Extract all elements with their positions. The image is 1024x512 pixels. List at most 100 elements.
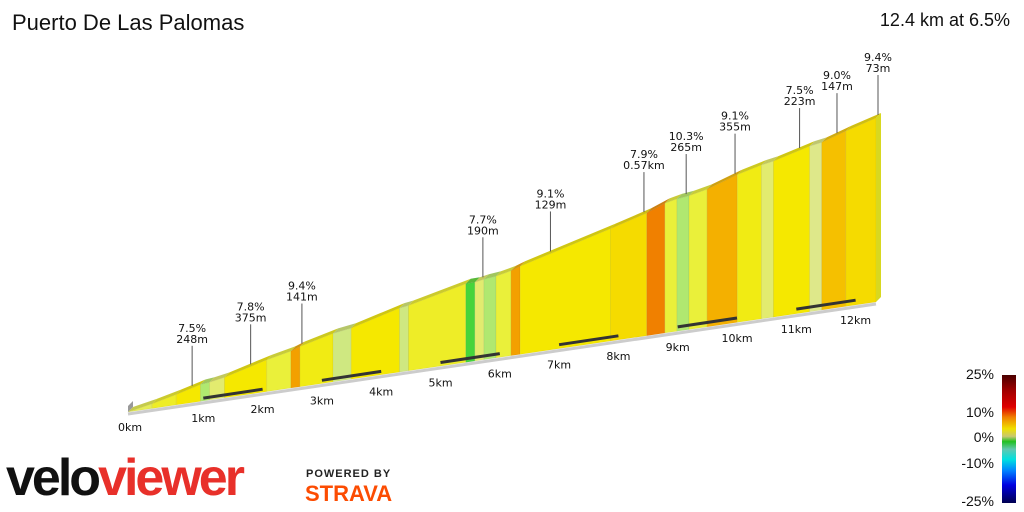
gradient-segment bbox=[495, 270, 512, 359]
segment-top-face bbox=[664, 193, 682, 204]
gradient-segment bbox=[399, 304, 409, 373]
x-tick-label: 4km bbox=[369, 385, 393, 398]
segment-top-face bbox=[408, 278, 471, 306]
km-bar bbox=[677, 316, 738, 329]
x-tick-label: 12km bbox=[840, 314, 871, 327]
gradient-segment bbox=[474, 278, 485, 362]
km-bar bbox=[321, 369, 382, 382]
gradient-segment bbox=[519, 228, 611, 355]
km-bar bbox=[440, 352, 501, 364]
veloviewer-logo: veloviewer bbox=[6, 449, 245, 507]
segment-top-shade bbox=[290, 341, 305, 352]
annotation-length: 248m bbox=[176, 333, 208, 346]
segment-top-face bbox=[399, 300, 414, 309]
annotation-length: 190m bbox=[467, 224, 499, 237]
segment-top-shade bbox=[200, 377, 215, 385]
segment-top-shade bbox=[821, 126, 851, 143]
gradient-segment bbox=[809, 141, 823, 313]
x-tick-label: 3km bbox=[310, 394, 334, 407]
annotation-gradient: 9.1% bbox=[536, 187, 564, 200]
x-tick-label: 2km bbox=[251, 403, 275, 416]
powered-by-label: POWERED BY bbox=[306, 468, 392, 480]
x-tick-label: 7km bbox=[547, 359, 571, 372]
x-tick-label: 10km bbox=[721, 332, 752, 345]
segment-top-shade bbox=[408, 278, 471, 306]
profile-base-shadow bbox=[127, 302, 877, 416]
gradient-segment bbox=[664, 198, 678, 334]
segment-top-shade bbox=[495, 265, 517, 277]
gradient-segment bbox=[845, 117, 877, 307]
segment-top-shade bbox=[224, 354, 272, 378]
gradient-segment bbox=[610, 212, 648, 342]
segment-top-shade bbox=[809, 137, 827, 147]
segment-top-shade bbox=[773, 141, 815, 162]
segment-top-shade bbox=[707, 169, 743, 190]
segment-top-face bbox=[495, 265, 517, 277]
annotation-length: 355m bbox=[719, 121, 751, 134]
annotation-gradient: 9.0% bbox=[823, 69, 851, 82]
segment-top-shade bbox=[761, 156, 779, 166]
segment-top-face bbox=[333, 323, 357, 334]
segment-top-shade bbox=[266, 346, 296, 360]
segment-top-shade bbox=[664, 193, 682, 204]
gradient-segment bbox=[350, 307, 400, 380]
segment-top-shade bbox=[676, 190, 694, 199]
segment-top-face bbox=[773, 141, 815, 162]
segment-top-shade bbox=[520, 223, 616, 267]
segment-top-shade bbox=[474, 274, 489, 283]
annotation-gradient: 7.9% bbox=[630, 148, 658, 161]
gradient-segment bbox=[760, 160, 774, 320]
segment-top-shade bbox=[176, 379, 206, 395]
segment-top-shade bbox=[152, 389, 182, 404]
gradient-segment bbox=[646, 202, 666, 337]
km-bar bbox=[203, 387, 263, 400]
climb-summary: 12.4 km at 6.5% bbox=[879, 10, 1010, 30]
segment-top-face bbox=[351, 303, 405, 329]
segment-top-face bbox=[483, 271, 501, 280]
segment-top-face bbox=[809, 137, 827, 147]
legend-label-0: 0% bbox=[973, 429, 994, 445]
gradient-segment bbox=[332, 327, 352, 383]
annotation-gradient: 10.3% bbox=[669, 130, 704, 143]
segment-top-shade bbox=[610, 208, 652, 229]
segment-top-face bbox=[224, 354, 272, 378]
segment-top-face bbox=[152, 389, 182, 404]
strava-logo: STRAVA bbox=[305, 481, 393, 506]
annotation-length: 0.57km bbox=[623, 159, 665, 172]
gradient-segment bbox=[736, 164, 762, 323]
gradient-segment bbox=[676, 195, 690, 332]
gradient-color-scale bbox=[1002, 375, 1016, 503]
segment-top-shade bbox=[333, 323, 357, 334]
gradient-segment bbox=[773, 145, 811, 318]
segment-top-face bbox=[511, 261, 526, 271]
annotation-length: 129m bbox=[535, 198, 567, 211]
gradient-segment bbox=[821, 130, 847, 311]
segment-top-face bbox=[689, 184, 713, 196]
segment-top-face bbox=[821, 126, 851, 143]
gradient-segment bbox=[465, 281, 476, 363]
gradient-segment bbox=[688, 188, 708, 330]
segment-top-face bbox=[761, 156, 779, 166]
segment-top-face bbox=[209, 372, 230, 383]
annotation-gradient: 9.4% bbox=[288, 280, 316, 293]
annotation-length: 265m bbox=[670, 141, 702, 154]
segment-top-face bbox=[707, 169, 743, 190]
gradient-segment bbox=[408, 283, 467, 372]
segment-top-face bbox=[266, 346, 296, 360]
segment-top-shade bbox=[351, 303, 405, 329]
gradient-segment bbox=[510, 265, 521, 357]
segment-top-shade bbox=[511, 261, 526, 271]
segment-top-shade bbox=[845, 113, 881, 132]
segment-top-face bbox=[520, 223, 616, 267]
gradient-segment bbox=[483, 275, 497, 361]
profile-end-face bbox=[876, 113, 881, 302]
segment-top-face bbox=[128, 398, 158, 412]
segment-top-shade bbox=[689, 184, 713, 196]
segment-top-face bbox=[474, 274, 489, 283]
annotation-length: 223m bbox=[784, 95, 816, 108]
segment-top-face bbox=[290, 341, 305, 352]
segment-top-shade bbox=[465, 277, 480, 284]
x-tick-label: 5km bbox=[428, 377, 452, 390]
segment-top-face bbox=[737, 160, 767, 175]
segment-top-face bbox=[299, 328, 339, 347]
